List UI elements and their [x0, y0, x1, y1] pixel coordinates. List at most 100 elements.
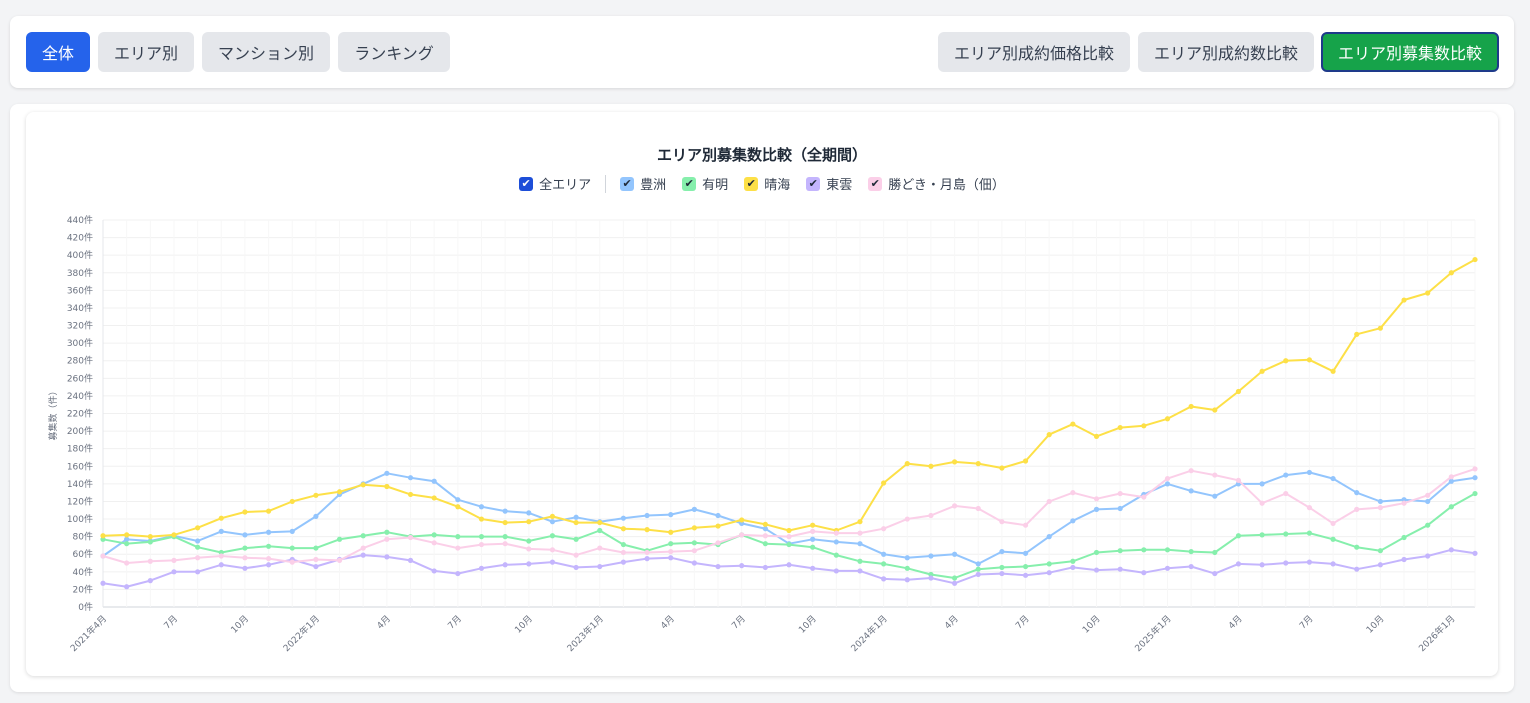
tab-all[interactable]: 全体: [26, 32, 90, 72]
checkbox-checked-icon[interactable]: ✔: [744, 176, 759, 191]
data-point: [928, 575, 934, 581]
data-point: [762, 533, 768, 539]
data-point: [478, 541, 485, 548]
data-point: [999, 519, 1005, 525]
tab-by-area[interactable]: エリア別: [98, 32, 194, 72]
data-point: [715, 523, 721, 529]
data-point: [1283, 560, 1289, 566]
y-tick-label: 400件: [67, 249, 93, 261]
data-point: [762, 564, 768, 571]
data-point: [715, 540, 721, 546]
data-point: [549, 513, 556, 520]
y-tick-label: 40件: [73, 566, 93, 578]
area-price-compare-button[interactable]: エリア別成約価格比較: [938, 32, 1130, 72]
data-point: [762, 541, 768, 547]
data-point: [1425, 492, 1431, 498]
data-point: [1306, 505, 1313, 511]
data-point: [549, 533, 556, 539]
data-point: [1188, 488, 1194, 494]
data-point: [147, 578, 153, 584]
data-point: [833, 568, 839, 574]
y-tick-label: 20件: [73, 583, 93, 595]
data-point: [455, 504, 461, 510]
data-point: [147, 558, 153, 564]
data-point: [691, 525, 697, 531]
data-point: [1448, 478, 1454, 484]
x-tick-label: 2022年1月: [281, 613, 322, 654]
data-point: [691, 548, 697, 554]
legend-item-harumi[interactable]: ✔ 晴海: [744, 174, 790, 193]
data-point: [502, 534, 508, 540]
data-point: [833, 552, 839, 558]
legend-item-ariake[interactable]: ✔ 有明: [682, 174, 728, 193]
checkbox-checked-icon[interactable]: ✔: [868, 176, 883, 191]
data-point: [218, 528, 224, 534]
data-point: [1283, 531, 1289, 537]
tab-by-mansion[interactable]: マンション別: [202, 32, 330, 72]
area-contract-count-compare-button[interactable]: エリア別成約数比較: [1138, 32, 1314, 72]
data-point: [951, 551, 958, 557]
data-point: [1472, 550, 1478, 556]
area-listing-count-compare-button[interactable]: エリア別募集数比較: [1321, 32, 1499, 72]
data-point: [195, 544, 201, 550]
data-point: [1188, 403, 1194, 410]
data-point: [549, 519, 556, 525]
data-point: [904, 461, 910, 467]
data-point: [857, 519, 863, 525]
data-point: [502, 541, 508, 547]
data-point: [1472, 490, 1478, 497]
data-point: [218, 553, 224, 559]
legend-item-toyosu[interactable]: ✔ 豊洲: [620, 174, 666, 193]
data-point: [1235, 561, 1242, 567]
y-tick-label: 180件: [67, 443, 93, 455]
data-point: [597, 519, 603, 526]
data-point: [313, 545, 319, 551]
data-point: [928, 553, 934, 559]
legend-item-shinonome[interactable]: ✔ 東雲: [806, 174, 852, 193]
checkbox-checked-icon[interactable]: ✔: [519, 176, 534, 191]
data-point: [573, 514, 579, 520]
data-point: [928, 463, 934, 469]
data-point: [1117, 566, 1123, 572]
data-point: [1306, 357, 1313, 363]
y-tick-label: 440件: [67, 214, 93, 226]
data-point: [1046, 534, 1052, 540]
checkbox-checked-icon[interactable]: ✔: [806, 176, 821, 191]
y-tick-label: 60件: [73, 548, 93, 560]
data-point: [1377, 505, 1383, 511]
x-tick-label: 2021年4月: [68, 613, 109, 654]
checkbox-checked-icon[interactable]: ✔: [682, 176, 697, 191]
x-tick-label: 2026年1月: [1416, 613, 1457, 654]
data-point: [928, 512, 934, 519]
data-point: [762, 526, 768, 532]
data-point: [360, 482, 366, 488]
legend-all-areas[interactable]: ✔ 全エリア: [519, 174, 591, 193]
data-point: [975, 461, 981, 467]
data-point: [1235, 533, 1242, 539]
data-point: [1330, 520, 1336, 527]
data-point: [904, 516, 910, 522]
tab-ranking[interactable]: ランキング: [338, 32, 450, 72]
data-point: [1354, 506, 1360, 512]
data-point: [1283, 472, 1289, 478]
data-point: [597, 563, 603, 570]
checkbox-checked-icon[interactable]: ✔: [620, 176, 635, 191]
data-point: [1188, 563, 1194, 570]
data-point: [1070, 421, 1076, 427]
data-point: [1093, 567, 1100, 573]
data-point: [1022, 522, 1029, 528]
data-point: [1401, 534, 1407, 541]
data-point: [691, 506, 697, 512]
y-tick-label: 300件: [67, 337, 93, 349]
data-point: [1377, 548, 1383, 554]
legend-item-kachidoki[interactable]: ✔ 勝どき・月島（佃）: [868, 174, 1005, 193]
chart-card: エリア別募集数比較（全期間） ✔ 全エリア ✔ 豊洲 ✔ 有明 ✔ 晴海 ✔ 東…: [26, 112, 1498, 676]
data-point: [171, 557, 177, 563]
data-point: [1117, 490, 1123, 497]
data-point: [431, 568, 437, 574]
y-tick-label: 220件: [67, 408, 93, 420]
data-point: [407, 491, 414, 498]
y-tick-label: 280件: [67, 355, 93, 367]
x-tick-label: 7月: [162, 613, 180, 631]
data-point: [904, 577, 910, 583]
